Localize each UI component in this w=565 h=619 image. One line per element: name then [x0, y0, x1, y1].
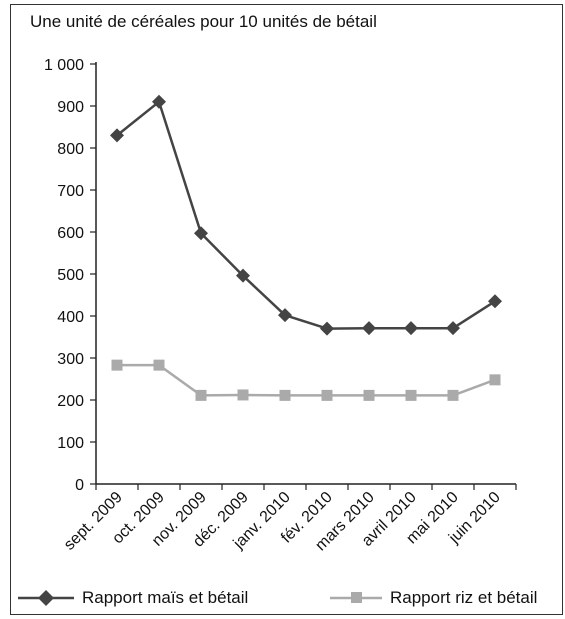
legend-square-icon [330, 592, 382, 603]
chart-title: Une unité de céréales pour 10 unités de … [30, 12, 377, 31]
series-line-1 [117, 363, 496, 397]
y-tick-label: 500 [57, 267, 84, 284]
y-tick-label: 1 000 [44, 57, 84, 74]
y-tick-label: 0 [75, 477, 84, 494]
y-tick-label: 200 [57, 393, 84, 410]
data-point-square [447, 389, 459, 401]
legend-label-rice: Rapport riz et bétail [390, 588, 538, 607]
legend: Rapport maïs et bétail Rapport riz et bé… [0, 586, 565, 616]
y-tick-label: 400 [57, 309, 84, 326]
legend-label-maize: Rapport maïs et bétail [82, 588, 249, 607]
y-tick-label: 800 [57, 141, 84, 158]
data-point-diamond [194, 226, 208, 241]
data-point-diamond [152, 94, 166, 109]
data-point-diamond [488, 294, 502, 309]
y-tick-label: 300 [57, 351, 84, 368]
chart-border [10, 4, 563, 615]
y-tick-label: 700 [57, 183, 84, 200]
data-point-square [363, 389, 375, 401]
data-point-diamond [236, 268, 250, 283]
data-point-diamond [110, 128, 124, 143]
data-point-square [153, 359, 165, 371]
legend-item-rice: Rapport riz et bétail [330, 586, 537, 610]
y-tick-label: 100 [57, 435, 84, 452]
data-point-square [321, 389, 333, 401]
data-point-diamond [278, 308, 292, 323]
data-point-diamond [362, 321, 376, 336]
legend-item-maize: Rapport maïs et bétail [18, 586, 248, 610]
y-tick-label: 600 [57, 225, 84, 242]
data-point-square [111, 359, 123, 371]
data-point-diamond [446, 321, 460, 336]
data-point-diamond [404, 321, 418, 336]
series-layer [110, 94, 502, 401]
data-point-square [279, 389, 291, 401]
series-line-0 [116, 100, 496, 330]
data-point-square [195, 389, 207, 401]
legend-diamond-icon [18, 590, 74, 606]
data-point-square [405, 389, 417, 401]
y-tick-label: 900 [57, 99, 84, 116]
data-point-square [489, 374, 501, 386]
data-point-square [237, 389, 249, 401]
data-point-diamond [320, 321, 334, 336]
x-tick-label: sept. 2009 [61, 489, 126, 554]
